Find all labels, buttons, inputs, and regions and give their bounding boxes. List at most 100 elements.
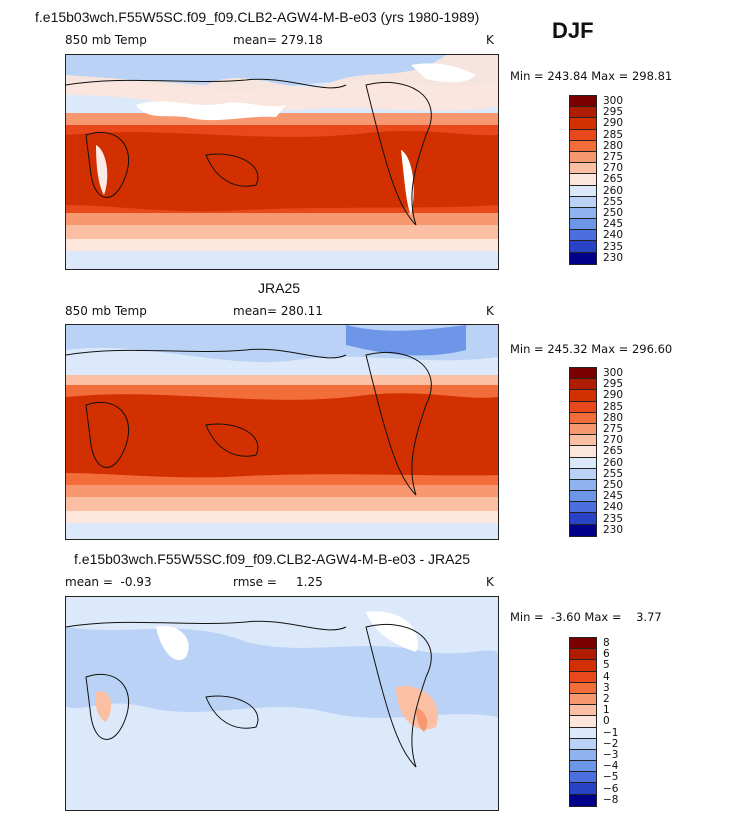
colorbar-label: −6 (603, 782, 619, 795)
panel2-mean: mean= 280.11 (233, 304, 323, 318)
colorbar-cell (570, 738, 596, 750)
colorbar-cell (570, 524, 596, 536)
panel1-variable: 850 mb Temp (65, 33, 147, 47)
colorbar-cell (570, 772, 596, 784)
colorbar-label: 285 (603, 128, 624, 141)
panel1-title: f.e15b03wch.F55W5SC.f09_f09.CLB2-AGW4-M-… (35, 9, 480, 25)
colorbar-cell (570, 140, 596, 152)
colorbar-cell (570, 219, 596, 231)
colorbar-cell (570, 761, 596, 773)
colorbar-cell (570, 185, 596, 197)
colorbar-cell (570, 457, 596, 469)
colorbar-cell (570, 163, 596, 175)
colorbar-label: 235 (603, 240, 624, 253)
panel2-minmax: Min = 245.32 Max = 296.60 (510, 342, 673, 356)
colorbar-label: 275 (603, 423, 624, 435)
colorbar-label: 260 (603, 184, 624, 197)
colorbar-cell (570, 368, 596, 380)
panel3-map (65, 596, 499, 811)
colorbar-cell (570, 401, 596, 413)
colorbar-cell (570, 513, 596, 525)
colorbar-cell (570, 671, 596, 683)
colorbar-cell (570, 705, 596, 717)
colorbar-label: 280 (603, 139, 624, 152)
colorbar-cell (570, 727, 596, 739)
colorbar-label: 265 (603, 173, 624, 186)
colorbar-cell (570, 693, 596, 706)
panel2-map (65, 324, 499, 540)
colorbar-label: 270 (603, 434, 624, 447)
colorbar-label: 280 (603, 411, 624, 424)
panel3-colorbar (569, 637, 597, 807)
panel1-unit: K (486, 33, 494, 47)
colorbar-cell (570, 446, 596, 458)
panel2-variable: 850 mb Temp (65, 304, 147, 318)
colorbar-label: 5 (603, 659, 610, 672)
colorbar-label: −8 (603, 793, 619, 806)
colorbar-cell (570, 241, 596, 253)
colorbar-cell (570, 390, 596, 402)
panel1-mean: mean= 279.18 (233, 33, 323, 47)
colorbar-label: 4 (603, 670, 610, 683)
colorbar-label: 245 (603, 218, 624, 231)
panel3-unit: K (486, 575, 494, 589)
colorbar-cell (570, 96, 596, 108)
colorbar-cell (570, 423, 596, 436)
panel3-minmax: Min = -3.60 Max = 3.77 (510, 610, 662, 624)
colorbar-label: 0 (603, 715, 610, 728)
colorbar-cell (570, 252, 596, 264)
colorbar-cell (570, 379, 596, 391)
colorbar-label: 295 (603, 106, 624, 119)
colorbar-cell (570, 794, 596, 806)
colorbar-cell (570, 783, 596, 795)
season-label: DJF (552, 18, 594, 43)
colorbar-label: 255 (603, 467, 624, 480)
panel3-title: f.e15b03wch.F55W5SC.f09_f09.CLB2-AGW4-M-… (74, 551, 471, 567)
panel2-colorbar (569, 367, 597, 537)
colorbar-cell (570, 435, 596, 447)
colorbar-cell (570, 151, 596, 164)
colorbar-cell (570, 174, 596, 186)
colorbar-cell (570, 207, 596, 220)
colorbar-cell (570, 491, 596, 503)
colorbar-label: 300 (603, 95, 624, 107)
colorbar-cell (570, 196, 596, 208)
panel1-map (65, 54, 499, 270)
colorbar-label: 295 (603, 378, 624, 391)
colorbar-label: 3 (603, 681, 610, 694)
panel2-unit: K (486, 304, 494, 318)
panel1-colorbar (569, 95, 597, 265)
panel1-minmax: Min = 243.84 Max = 298.81 (510, 69, 673, 83)
colorbar-cell (570, 107, 596, 119)
colorbar-cell (570, 638, 596, 650)
colorbar-label: 230 (603, 251, 624, 264)
colorbar-label: 6 (603, 648, 610, 661)
colorbar-label: −4 (603, 760, 619, 773)
colorbar-cell (570, 230, 596, 242)
colorbar-label: 250 (603, 207, 624, 219)
colorbar-label: −1 (603, 726, 619, 739)
panel3-mean: mean = -0.93 (65, 575, 152, 589)
colorbar-label: −2 (603, 737, 619, 750)
panel3-rmse: rmse = 1.25 (233, 575, 323, 589)
colorbar-label: 240 (603, 229, 624, 242)
panel2-title: JRA25 (258, 280, 301, 296)
colorbar-label: 1 (603, 704, 610, 717)
colorbar-label: 290 (603, 117, 624, 130)
colorbar-label: 2 (603, 693, 610, 705)
colorbar-label: 285 (603, 400, 624, 413)
colorbar-label: 235 (603, 512, 624, 525)
colorbar-label: 250 (603, 479, 624, 491)
colorbar-cell (570, 649, 596, 661)
colorbar-label: 230 (603, 523, 624, 536)
colorbar-label: 275 (603, 151, 624, 163)
colorbar-cell (570, 716, 596, 728)
colorbar-cell (570, 118, 596, 130)
colorbar-label: 260 (603, 456, 624, 469)
colorbar-label: 245 (603, 490, 624, 503)
colorbar-label: 255 (603, 195, 624, 208)
colorbar-label: 8 (603, 637, 610, 649)
colorbar-cell (570, 502, 596, 514)
colorbar-label: 290 (603, 389, 624, 402)
colorbar-label: 270 (603, 162, 624, 175)
